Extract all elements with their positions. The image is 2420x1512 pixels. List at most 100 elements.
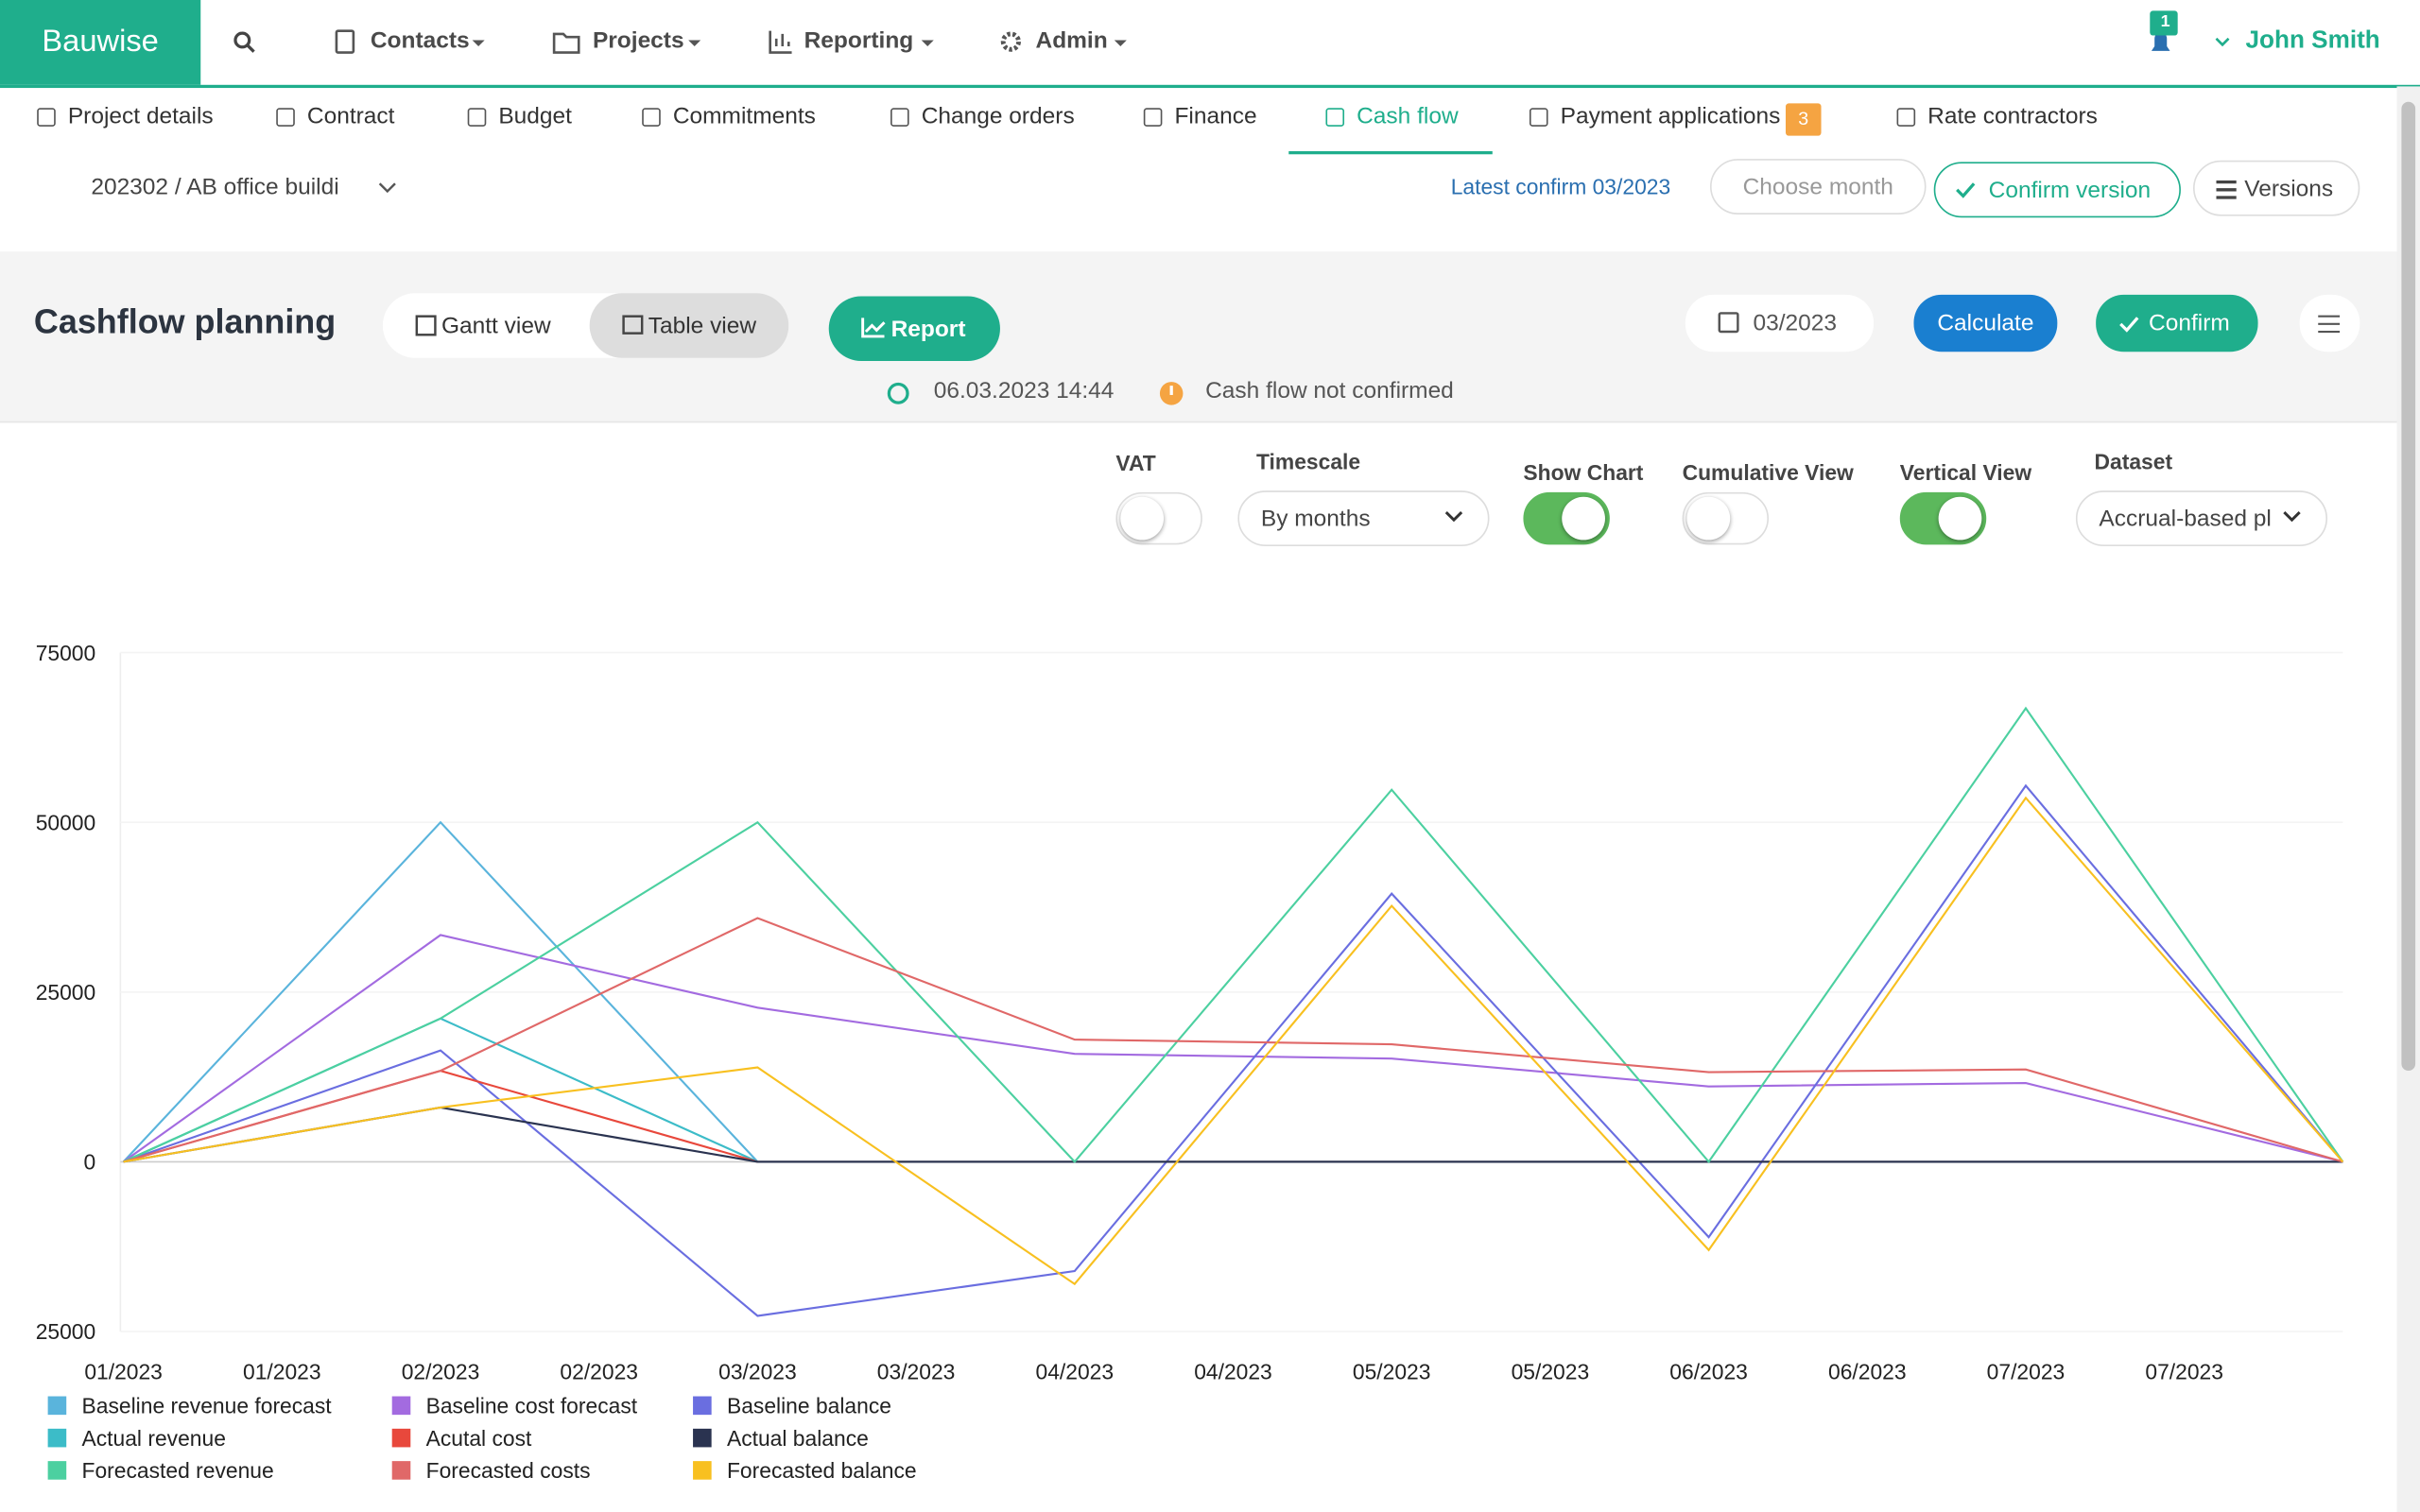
control-label: Show Chart [1523,459,1644,485]
legend-label: Actual balance [727,1426,869,1451]
legend-swatch [391,1461,411,1480]
confirm-button[interactable]: Confirm [2096,294,2258,352]
page-title: Cashflow planning [33,302,337,341]
x-tick-label: 03/2023 [877,1360,956,1384]
legend-swatch [391,1396,411,1416]
x-tick-label: 03/2023 [718,1360,797,1384]
series-line [123,917,2343,1163]
legend-swatch [47,1428,67,1448]
y-tick-label: 75000 [36,641,96,665]
x-tick-label: 02/2023 [402,1360,480,1384]
header-icons [335,10,2230,54]
active-tab-underline [1288,151,1493,155]
x-tick-label: 01/2023 [243,1360,321,1384]
versions-button[interactable]: Versions [2193,160,2360,216]
legend-swatch [47,1396,67,1416]
timestamp: 06.03.2023 14:44 [933,377,1115,404]
control-label: Dataset [2094,449,2173,474]
legend-swatch [693,1396,712,1416]
search-icon[interactable] [233,31,256,54]
series-line [123,706,2344,1164]
legend-label: Forecasted balance [727,1458,917,1483]
tab[interactable]: Change orders [921,103,1075,130]
tab-icon [276,108,295,127]
vat-toggle[interactable] [1115,491,1202,545]
x-tick-label: 04/2023 [1194,1360,1272,1384]
month-input[interactable]: Choose month [1709,159,1927,215]
control-label: Vertical View [1899,459,2032,485]
tab[interactable]: Rate contractors [1927,103,2098,130]
tab[interactable]: Project details [67,103,214,130]
latest-confirm[interactable]: Latest confirm 03/2023 [1450,174,1671,199]
x-tick-label: 06/2023 [1669,1360,1748,1384]
tab[interactable]: Finance [1174,103,1257,130]
tab-icon [1896,108,1916,127]
button-icons [1956,180,2237,199]
menu-item[interactable]: Contacts [370,27,470,55]
status: Cash flow not confirmed [1205,377,1454,404]
x-tick-label: 05/2023 [1353,1360,1431,1384]
menu-item[interactable]: Admin [1035,27,1108,55]
project-selector[interactable]: 202302 / AB office buildi [91,174,339,201]
legend-label: Actual revenue [82,1426,226,1451]
series-line [123,783,2344,1317]
tab-icon [642,108,661,127]
series-line [123,1070,2343,1163]
tab-icon [1143,108,1163,127]
control-label: Timescale [1255,449,1361,474]
tab-badge: 3 [1785,103,1822,136]
report-button[interactable]: Report [828,296,1000,362]
tab[interactable]: Contract [306,103,395,130]
x-tick-label: 01/2023 [84,1360,163,1384]
tab[interactable]: Commitments [672,103,816,130]
cumulative-toggle[interactable] [1682,491,1770,545]
table-view-button[interactable]: Table view [648,313,757,340]
tab[interactable]: Cash flow [1357,103,1459,130]
x-tick-label: 04/2023 [1036,1360,1115,1384]
timescale-select[interactable]: By months [1237,490,1490,546]
x-tick-label: 07/2023 [1987,1360,2066,1384]
control-label: VAT [1115,450,1156,475]
menu-item[interactable]: Projects [592,27,684,55]
calculate-button[interactable]: Calculate [1913,294,2058,352]
legend-swatch [693,1461,712,1480]
series-line [123,1106,2343,1163]
legend-label: Forecasted costs [426,1458,591,1483]
y-tick-label: 50000 [36,810,96,834]
legend-label: Baseline cost forecast [426,1394,638,1418]
select-carets [1444,511,2301,523]
legend-swatch [391,1428,411,1448]
y-tick-label: 0 [84,1150,96,1175]
legend-label: Baseline revenue forecast [82,1394,333,1418]
tab-icon [1325,108,1345,127]
control-label: Cumulative View [1682,459,1854,485]
x-tick-label: 07/2023 [2145,1360,2223,1384]
y-tick-label: 25000 [36,1319,96,1344]
top-nav [0,0,2420,89]
series-line [123,1017,2343,1163]
show-chart-toggle[interactable] [1523,491,1610,545]
confirm-version-button[interactable]: Confirm version [1933,162,2181,218]
series-line [123,796,2344,1286]
timescale-value: By months [1260,505,1371,532]
y-tick-label: 25000 [36,980,96,1005]
tab-icon [890,108,909,127]
notification-count: 1 [2160,12,2170,31]
dataset-select[interactable]: Accrual-based pl [2075,490,2328,546]
tab-icon [467,108,487,127]
dataset-value: Accrual-based pl [2099,505,2272,532]
x-tick-label: 06/2023 [1828,1360,1907,1384]
scrollbar [2396,86,2420,1512]
menu-item[interactable]: Reporting [804,27,914,55]
caret [378,182,396,194]
gantt-view-button[interactable]: Gantt view [441,313,551,340]
vertical-toggle[interactable] [1899,491,1987,545]
tab[interactable]: Budget [498,103,572,130]
user-name[interactable]: John Smith [2245,27,2380,55]
legend-label: Forecasted revenue [82,1458,274,1483]
month-picker[interactable]: 03/2023 [1685,294,1875,352]
tab[interactable]: Payment applications [1560,103,1781,130]
brand[interactable]: Bauwise [0,0,201,85]
